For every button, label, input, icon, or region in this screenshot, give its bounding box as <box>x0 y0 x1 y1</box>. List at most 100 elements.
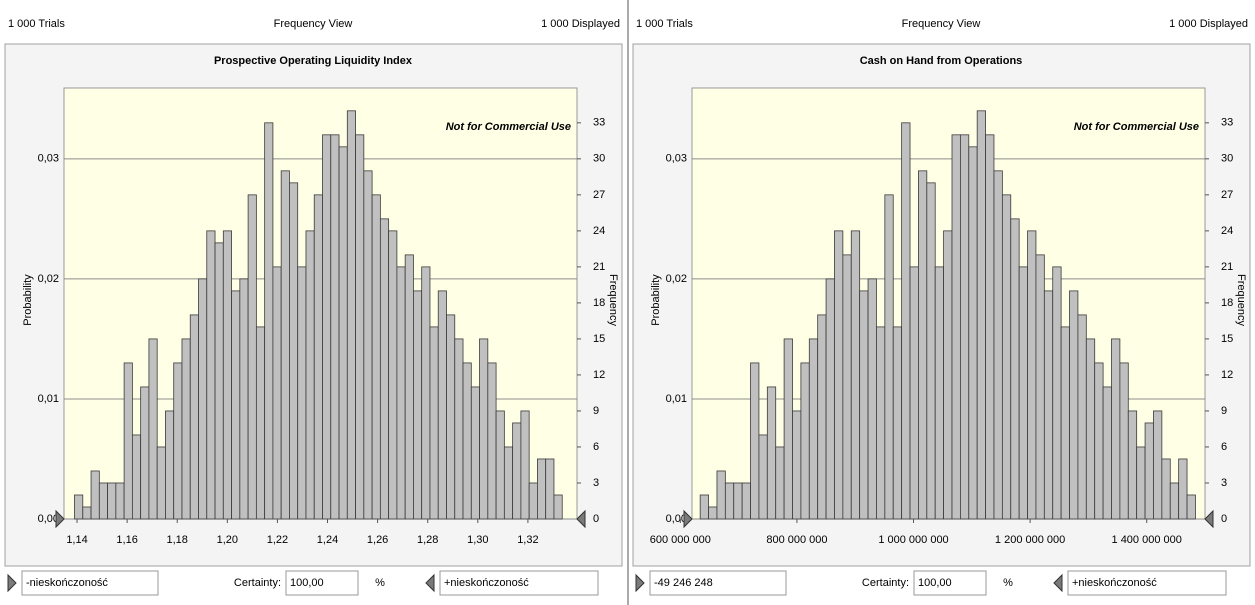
histogram-bar <box>247 194 257 520</box>
histogram-bar <box>716 470 726 520</box>
certainty-input[interactable] <box>913 570 987 596</box>
histogram-bar <box>750 362 760 520</box>
histogram-bar <box>206 230 216 520</box>
histogram-bar <box>1010 218 1020 520</box>
histogram-bar <box>783 338 793 520</box>
histogram-bar <box>1136 446 1146 520</box>
histogram-bar <box>909 266 919 520</box>
right-grabber[interactable] <box>576 509 586 529</box>
left-input-text: -nieskończoność <box>26 577 108 589</box>
y2-tick-label: 27 <box>1221 189 1233 201</box>
histogram-bar <box>699 494 709 520</box>
histogram-bar <box>1060 326 1070 520</box>
histogram-bar <box>379 218 390 520</box>
x-tick-label: 1,30 <box>467 534 488 546</box>
histogram-bar <box>968 146 978 520</box>
displayed-count: 1 000 Displayed <box>1169 18 1248 30</box>
histogram-bar <box>901 122 911 520</box>
right-input[interactable] <box>1067 570 1227 596</box>
right-input-text: +nieskończoność <box>444 577 529 589</box>
histogram-bar <box>1127 410 1138 520</box>
certainty-input[interactable] <box>285 570 359 596</box>
histogram-bar <box>239 278 249 520</box>
x-tick-label: 1 400 000 000 <box>1112 534 1182 546</box>
histogram-bar <box>1027 230 1037 520</box>
histogram-bar <box>413 290 423 520</box>
histogram-bar <box>388 230 398 520</box>
histogram-bar <box>959 134 970 520</box>
histogram-bar <box>214 242 224 520</box>
histogram-bar <box>222 230 232 520</box>
histogram-bar <box>842 254 852 520</box>
histogram-bar <box>1111 338 1121 520</box>
histogram-bar <box>537 458 547 520</box>
histogram-bar <box>1153 410 1163 520</box>
histogram-bar <box>1119 362 1129 520</box>
y2-tick-label: 21 <box>1221 261 1233 273</box>
y-axis-label: Probability <box>650 274 662 326</box>
histogram-bar <box>951 134 961 520</box>
left-input[interactable] <box>21 570 159 596</box>
histogram-bar <box>90 470 100 520</box>
histogram-bar <box>429 326 439 520</box>
histogram-bar <box>512 422 522 520</box>
displayed-count: 1 000 Displayed <box>541 18 620 30</box>
x-tick-label: 1,22 <box>267 534 288 546</box>
x-tick-label: 800 000 000 <box>766 534 827 546</box>
histogram-bar <box>1018 266 1028 520</box>
histogram-bar <box>107 482 117 520</box>
histogram-bar <box>231 290 241 520</box>
y2-tick-label: 30 <box>1221 153 1233 165</box>
y2-tick-label: 6 <box>1221 441 1227 453</box>
histogram-bar <box>98 482 108 520</box>
x-tick-label: 1,20 <box>217 534 238 546</box>
histogram-bar <box>528 482 538 520</box>
histogram-bar <box>313 194 323 520</box>
left-control-arrow[interactable] <box>7 573 17 593</box>
histogram-bar <box>1161 458 1171 520</box>
y2-tick-label: 12 <box>1221 369 1233 381</box>
y2-tick-label: 18 <box>1221 297 1233 309</box>
left-grabber[interactable] <box>683 509 693 529</box>
left-input[interactable] <box>649 570 787 596</box>
y2-tick-label: 9 <box>1221 405 1227 417</box>
histogram-bar <box>1102 386 1112 520</box>
right-grabber[interactable] <box>1204 509 1214 529</box>
histogram-bar <box>123 362 133 520</box>
histogram-bar <box>421 266 431 520</box>
y2-axis-label: Frequency <box>1235 274 1247 326</box>
y-tick-label: 0,01 <box>38 393 59 405</box>
histogram-bar <box>1186 494 1196 520</box>
x-tick-label: 1,24 <box>317 534 338 546</box>
x-tick-label: 1,28 <box>417 534 438 546</box>
histogram-bar <box>396 266 406 520</box>
left-grabber[interactable] <box>55 509 65 529</box>
left-control-arrow[interactable] <box>635 573 645 593</box>
histogram-bar <box>289 182 299 520</box>
right-control-arrow[interactable] <box>1053 573 1063 593</box>
histogram-bar <box>322 134 332 520</box>
histogram-bar <box>479 338 489 520</box>
histogram-bar <box>792 410 802 520</box>
histogram-bar <box>876 326 886 520</box>
histogram-bar <box>487 362 497 520</box>
histogram-bar <box>892 326 903 520</box>
histogram-bar <box>297 266 307 520</box>
chart-title: Cash on Hand from Operations <box>860 55 1023 67</box>
y2-tick-label: 27 <box>593 189 605 201</box>
histogram-bar <box>454 338 464 520</box>
x-tick-label: 1,14 <box>66 534 87 546</box>
right-input[interactable] <box>439 570 599 596</box>
y2-tick-label: 12 <box>593 369 605 381</box>
y2-tick-label: 33 <box>1221 117 1233 129</box>
x-tick-label: 1,26 <box>367 534 388 546</box>
histogram-bar <box>976 110 986 520</box>
trials-count: 1 000 Trials <box>636 18 693 30</box>
right-control-arrow[interactable] <box>425 573 435 593</box>
histogram-bar <box>817 314 827 520</box>
histogram-bar <box>553 494 563 520</box>
histogram-bar <box>1178 458 1188 520</box>
histogram-bar <box>926 182 936 520</box>
histogram-bar <box>140 386 150 520</box>
histogram-bar <box>1069 290 1079 520</box>
